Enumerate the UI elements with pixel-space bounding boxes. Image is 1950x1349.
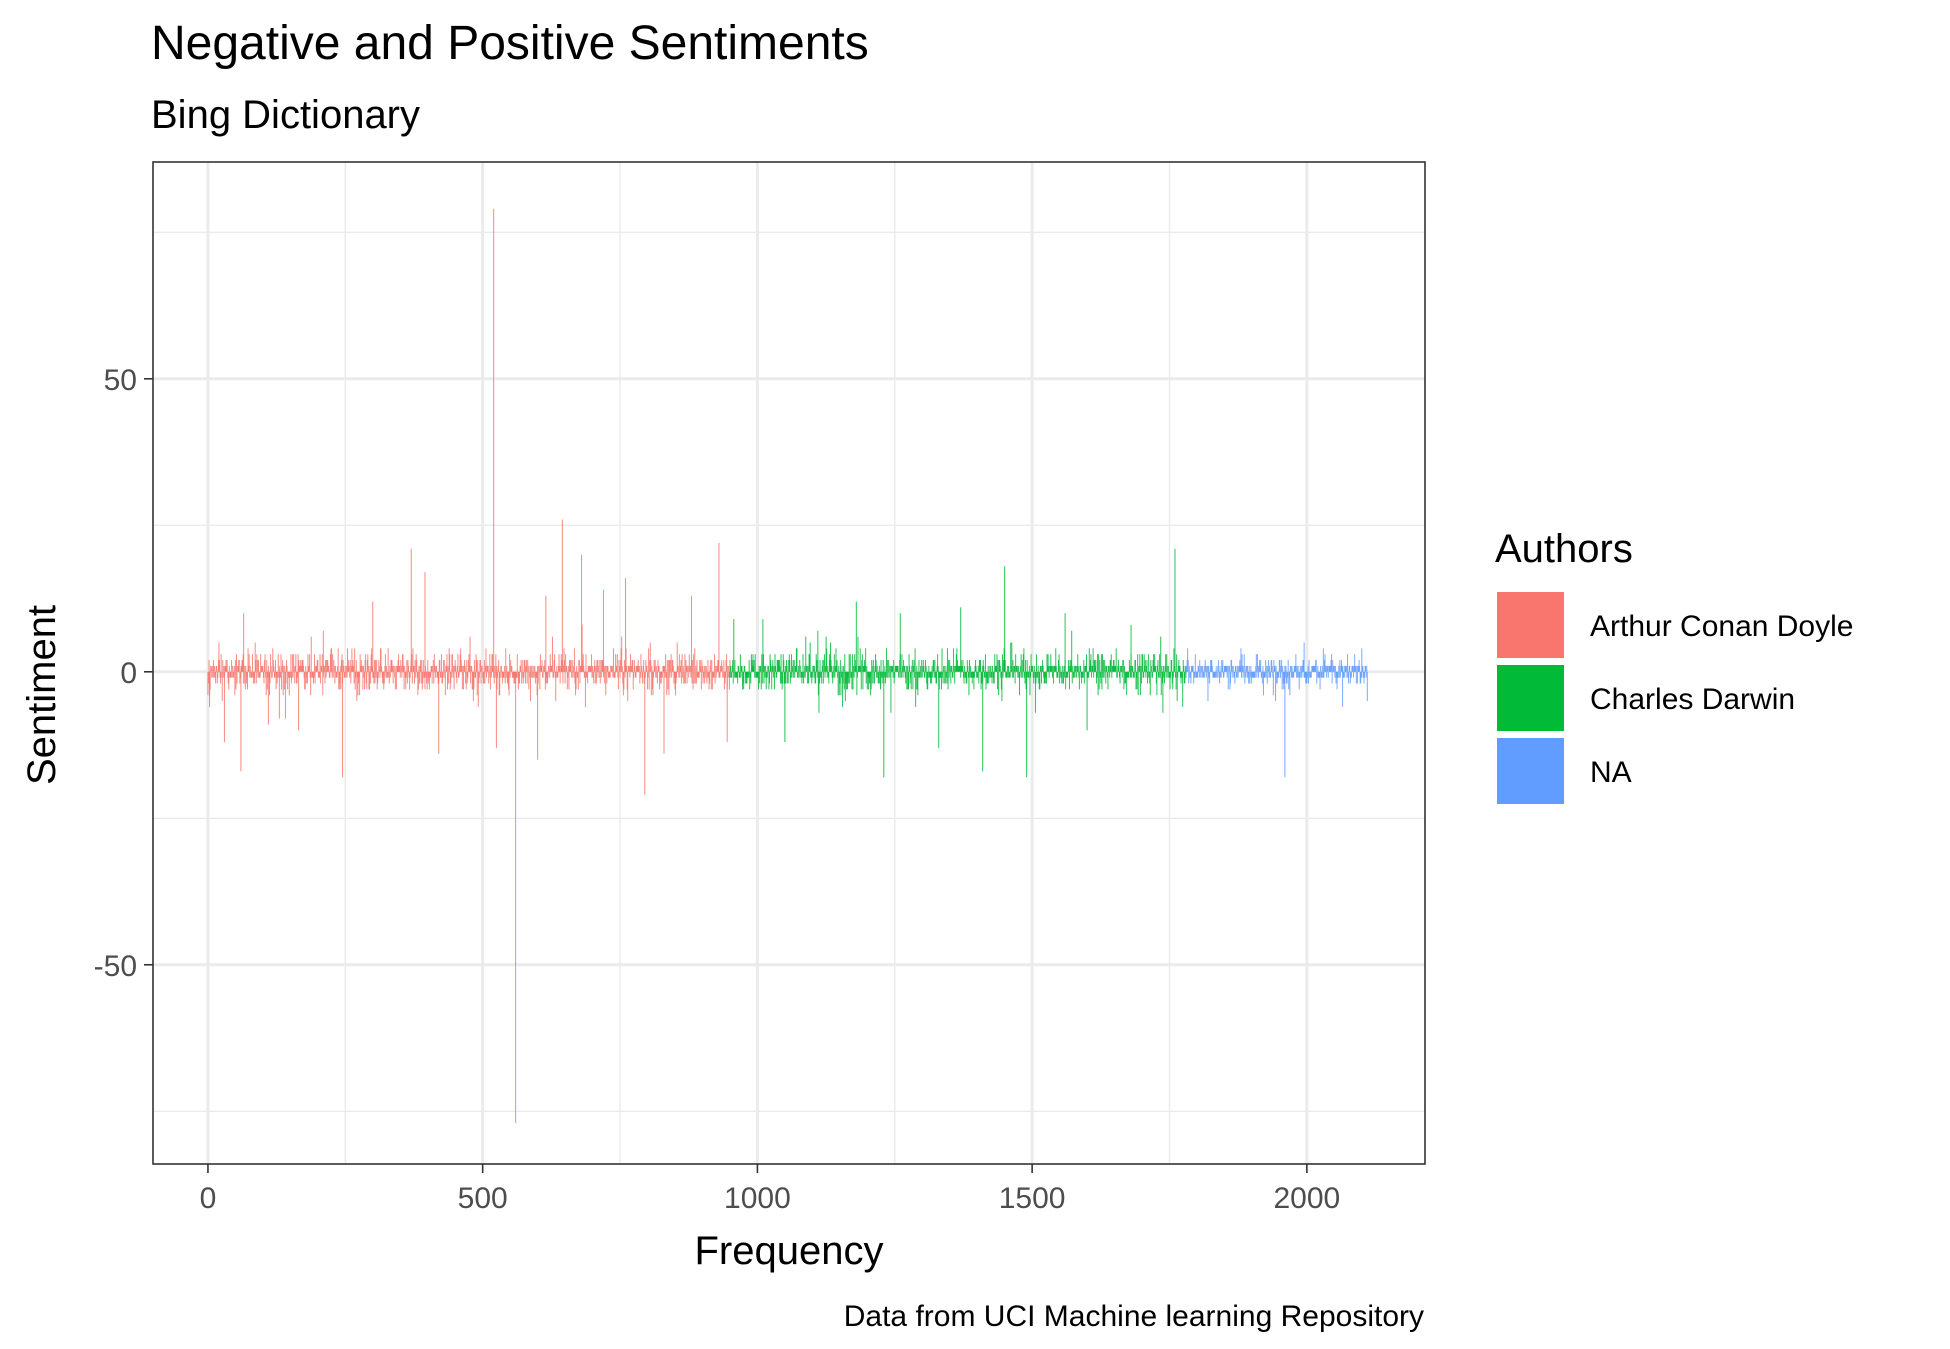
y-axis: -50 0 50 — [94, 364, 153, 983]
chart-title: Negative and Positive Sentiments — [151, 17, 869, 70]
legend: Authors Arthur Conan Doyle Charles Darwi… — [1495, 527, 1853, 804]
y-tick-label: 0 — [120, 657, 137, 690]
legend-label-charles-darwin: Charles Darwin — [1590, 683, 1795, 716]
y-axis-title: Sentiment — [20, 605, 64, 785]
x-axis: 0 500 1000 1500 2000 — [200, 1164, 1340, 1215]
x-tick-label: 500 — [458, 1182, 508, 1215]
chart-caption: Data from UCI Machine learning Repositor… — [844, 1300, 1424, 1333]
legend-label-na: NA — [1590, 756, 1632, 789]
x-tick-label: 2000 — [1273, 1182, 1340, 1215]
chart-subtitle: Bing Dictionary — [151, 93, 420, 137]
bars-layer — [207, 208, 1368, 1123]
legend-key-na — [1497, 738, 1564, 804]
legend-label-arthur-conan-doyle: Arthur Conan Doyle — [1590, 610, 1853, 643]
legend-title: Authors — [1495, 527, 1633, 571]
legend-key-arthur-conan-doyle — [1497, 592, 1564, 658]
x-axis-title: Frequency — [695, 1229, 884, 1273]
y-tick-label: -50 — [94, 950, 137, 983]
x-tick-label: 1000 — [724, 1182, 791, 1215]
plot-panel-border — [152, 161, 1426, 1165]
y-tick-label: 50 — [104, 364, 137, 397]
x-tick-label: 0 — [200, 1182, 217, 1215]
legend-key-charles-darwin — [1497, 665, 1564, 731]
x-tick-label: 1500 — [999, 1182, 1066, 1215]
grid-minor — [153, 162, 1425, 1164]
